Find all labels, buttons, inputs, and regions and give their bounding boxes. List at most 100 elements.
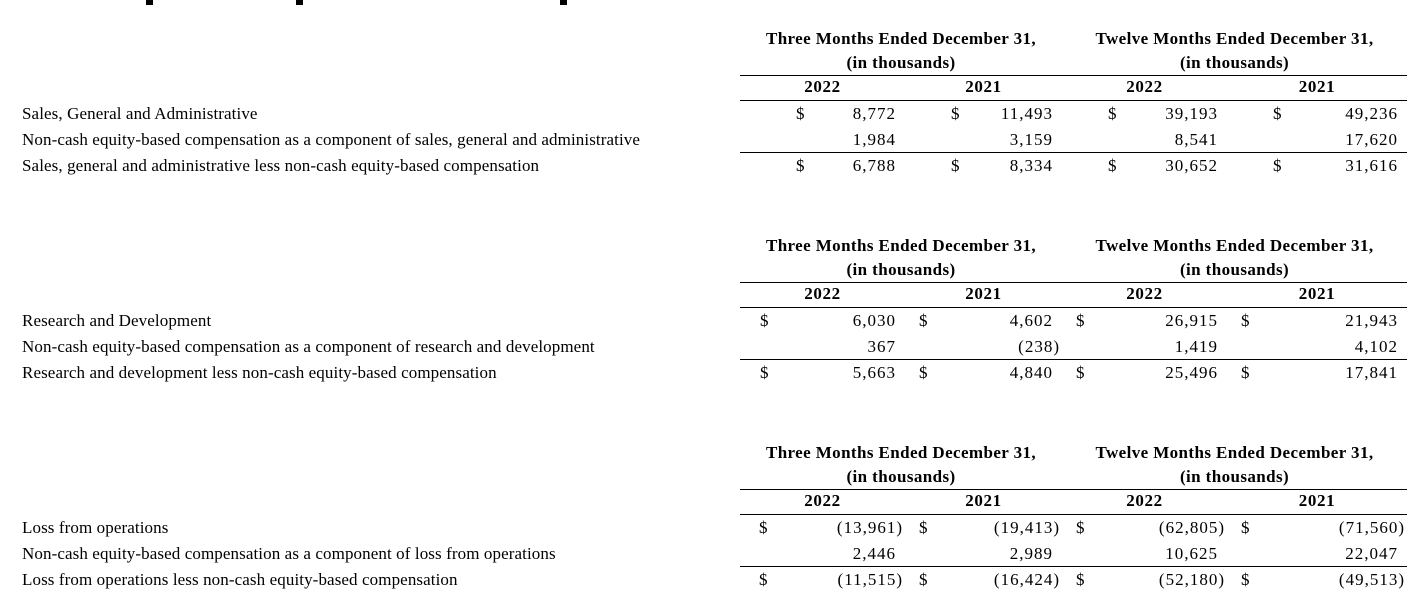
amount-value: 3,159	[1009, 129, 1053, 149]
row-label: Sales, General and Administrative	[22, 104, 258, 123]
amount-value: 22,047	[1345, 543, 1398, 563]
period-header-twelve-months: Twelve Months Ended December 31,	[1095, 443, 1374, 462]
clipped-text-fragment	[146, 0, 153, 5]
amount-cell: $ (71,560)	[1227, 515, 1407, 541]
clipped-text-fragment	[296, 0, 303, 5]
amount-value: 4,840	[1009, 363, 1053, 382]
currency-symbol: $	[1076, 570, 1085, 589]
amount-cell: $17,841	[1227, 360, 1407, 386]
amount-value: (52,180)	[1158, 570, 1225, 589]
currency-symbol: $	[796, 156, 805, 175]
financial-table: Three Months Ended December 31, Twelve M…	[0, 440, 1407, 593]
amount-cell: $49,236	[1227, 101, 1407, 127]
amount-value: 30,652	[1165, 156, 1218, 175]
amount-value: 5,663	[852, 363, 896, 382]
amount-cell: $25,496	[1062, 360, 1227, 386]
amount-cell: $4,840	[905, 360, 1062, 386]
amount-cell: 4,102	[1227, 334, 1407, 360]
amount-value: 1,984	[852, 129, 896, 149]
amount-value: 6,030	[852, 311, 896, 330]
amount-cell: 10,625	[1062, 541, 1227, 567]
in-thousands-label: (in thousands)	[1062, 466, 1407, 490]
amount-value: 8,541	[1174, 129, 1218, 149]
row-label: Sales, general and administrative less n…	[22, 156, 540, 175]
amount-value: 49,236	[1345, 104, 1398, 123]
amount-cell: 2,989	[905, 541, 1062, 567]
year-label: 2022	[1062, 490, 1227, 515]
amount-cell: 2,446	[740, 541, 905, 567]
amount-value: (49,513)	[1338, 570, 1405, 589]
amount-value: 2,989	[1009, 543, 1053, 563]
year-label: 2022	[740, 76, 905, 101]
amount-value: 6,788	[852, 156, 896, 175]
amount-value: (13,961)	[836, 518, 903, 537]
currency-symbol: $	[760, 311, 769, 330]
row-label: Loss from operations	[22, 518, 169, 537]
year-label: 2022	[1062, 283, 1227, 308]
amount-cell: 3,159	[905, 127, 1062, 153]
currency-symbol: $	[1241, 518, 1250, 537]
currency-symbol: $	[1108, 104, 1117, 123]
amount-cell: 22,047	[1227, 541, 1407, 567]
amount-cell: $8,334	[905, 153, 1062, 179]
currency-symbol: $	[1241, 363, 1250, 382]
amount-value: 2,446	[852, 543, 896, 563]
amount-cell: $39,193	[1062, 101, 1227, 127]
amount-value: 367	[867, 336, 896, 356]
amount-value: 26,915	[1165, 311, 1218, 330]
period-header-three-months: Three Months Ended December 31,	[765, 443, 1037, 462]
year-label: 2021	[905, 490, 1062, 515]
currency-symbol: $	[759, 518, 768, 537]
currency-symbol: $	[919, 570, 928, 589]
financial-table: Three Months Ended December 31, Twelve M…	[0, 233, 1407, 386]
in-thousands-label: (in thousands)	[740, 52, 1062, 76]
amount-value: 1,419	[1174, 336, 1218, 356]
amount-cell: $6,030	[740, 308, 905, 334]
currency-symbol: $	[1108, 156, 1117, 175]
period-header-three-months: Three Months Ended December 31,	[765, 236, 1037, 255]
amount-value: (62,805)	[1158, 518, 1225, 537]
currency-symbol: $	[919, 363, 928, 382]
amount-cell: $ (19,413)	[905, 515, 1062, 541]
amount-cell: $30,652	[1062, 153, 1227, 179]
year-label: 2021	[1227, 490, 1407, 515]
amount-cell: $5,663	[740, 360, 905, 386]
currency-symbol: $	[919, 311, 928, 330]
amount-value: (238)	[1018, 336, 1060, 356]
clipped-text-fragment	[560, 0, 567, 5]
amount-value: 21,943	[1345, 311, 1398, 330]
amount-value: 31,616	[1345, 156, 1398, 175]
currency-symbol: $	[1241, 311, 1250, 330]
amount-cell: 1,419	[1062, 334, 1227, 360]
currency-symbol: $	[919, 518, 928, 537]
in-thousands-label: (in thousands)	[1062, 52, 1407, 76]
amount-cell: $ (52,180)	[1062, 567, 1227, 593]
amount-cell: $ (16,424)	[905, 567, 1062, 593]
amount-value: (71,560)	[1338, 518, 1405, 537]
currency-symbol: $	[1273, 104, 1282, 123]
currency-symbol: $	[951, 104, 960, 123]
currency-symbol: $	[760, 363, 769, 382]
row-label: Loss from operations less non-cash equit…	[22, 570, 458, 589]
amount-cell: $ (49,513)	[1227, 567, 1407, 593]
row-label: Research and development less non-cash e…	[22, 363, 497, 382]
currency-symbol: $	[1273, 156, 1282, 175]
amount-cell: 1,984	[740, 127, 905, 153]
amount-value: 17,620	[1345, 129, 1398, 149]
in-thousands-label: (in thousands)	[740, 466, 1062, 490]
amount-cell: $21,943	[1227, 308, 1407, 334]
currency-symbol: $	[1076, 363, 1085, 382]
amount-cell: $11,493	[905, 101, 1062, 127]
amount-cell: $ (62,805)	[1062, 515, 1227, 541]
currency-symbol: $	[1076, 311, 1085, 330]
row-label: Non-cash equity-based compensation as a …	[22, 130, 641, 149]
year-label: 2021	[1227, 76, 1407, 101]
amount-value: 39,193	[1165, 104, 1218, 123]
currency-symbol: $	[796, 104, 805, 123]
row-label: Non-cash equity-based compensation as a …	[22, 544, 556, 563]
amount-cell: $4,602	[905, 308, 1062, 334]
amount-value: 8,772	[852, 104, 896, 123]
year-label: 2022	[740, 283, 905, 308]
amount-value: 11,493	[1000, 104, 1053, 123]
currency-symbol: $	[1076, 518, 1085, 537]
